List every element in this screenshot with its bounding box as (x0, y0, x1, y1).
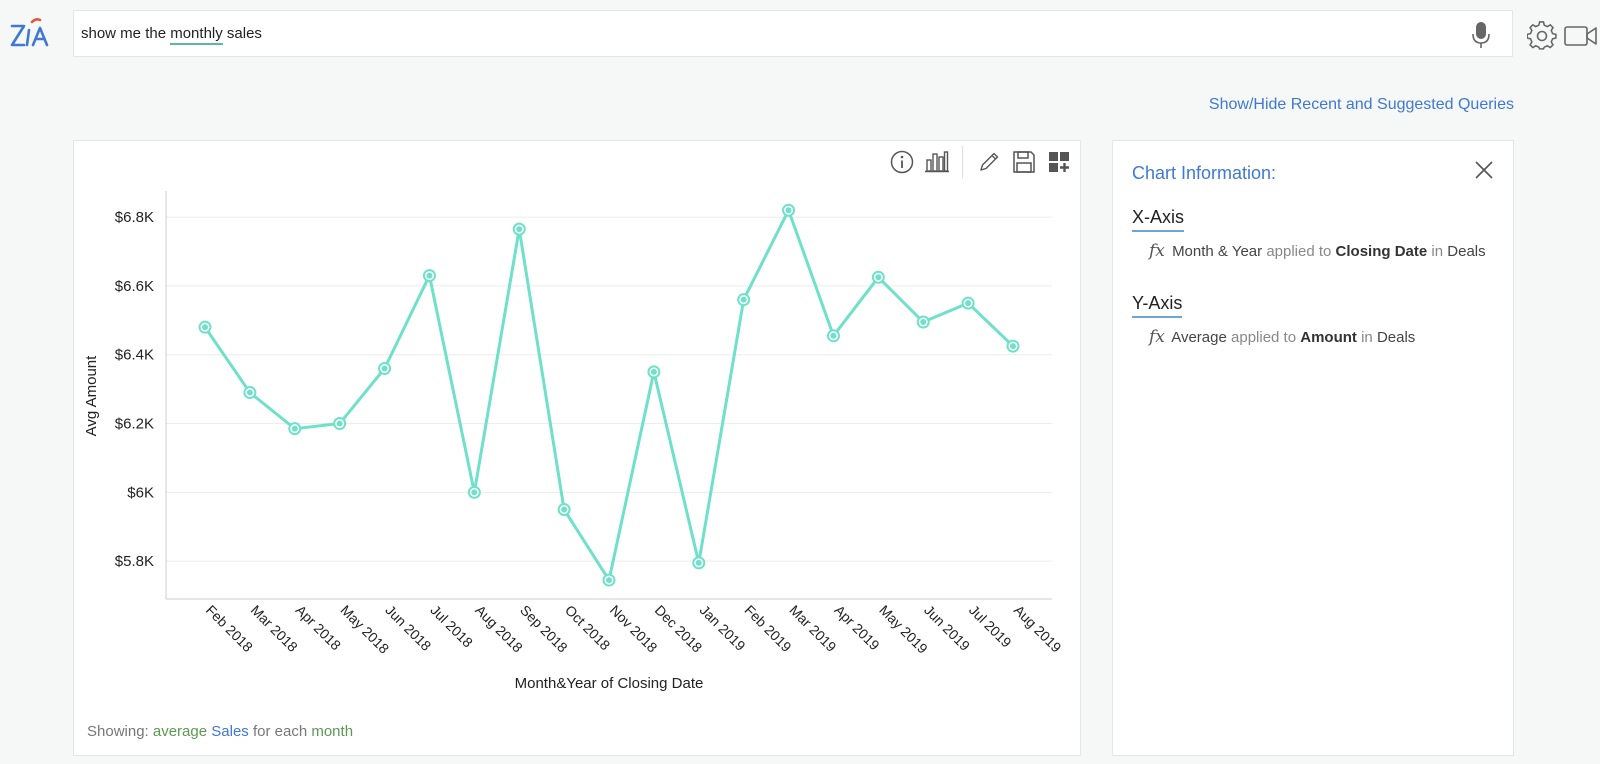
info-button[interactable] (889, 149, 915, 175)
x-axis-function: Month & Year (1172, 243, 1263, 260)
data-point-center (650, 368, 657, 375)
summary-aggregate: average (152, 723, 208, 740)
x-tick-label: Feb 2019 (742, 602, 795, 655)
query-text-end: sales (222, 25, 262, 42)
data-point-center (830, 332, 837, 339)
save-icon (1013, 151, 1035, 173)
x-axis-field: Closing Date (1335, 243, 1428, 260)
close-icon[interactable] (1473, 159, 1495, 181)
x-tick-label: Mar 2019 (786, 602, 839, 655)
edit-button[interactable] (976, 149, 1002, 175)
y-tick-label: $6K (127, 484, 154, 501)
summary-prefix: Showing: (87, 723, 153, 740)
microphone-icon[interactable] (1472, 21, 1490, 49)
video-camera-icon[interactable] (1564, 25, 1598, 47)
y-tick-label: $6.6K (115, 278, 154, 295)
search-query[interactable]: show me the monthly sales (81, 25, 262, 45)
x-tick-label: Feb 2018 (203, 602, 256, 655)
summary-measure: Sales (211, 723, 249, 740)
data-point-center (920, 319, 927, 326)
y-tick-label: $6.2K (115, 416, 154, 433)
info-icon (890, 150, 914, 174)
data-point-center (695, 559, 702, 566)
save-button[interactable] (1011, 149, 1037, 175)
x-tick-label: Aug 2019 (1011, 602, 1065, 656)
y-tick-label: $6.8K (115, 209, 154, 226)
x-axis-heading: X-Axis (1132, 207, 1185, 232)
y-axis-module: Deals (1376, 329, 1416, 346)
y-axis-heading: Y-Axis (1132, 293, 1183, 318)
chart-info-title: Chart Information: (1132, 163, 1277, 183)
x-tick-label: Oct 2018 (562, 602, 614, 654)
function-icon: fx (1149, 241, 1165, 261)
query-text-start: show me the (81, 25, 171, 42)
x-tick-label: Jul 2019 (966, 602, 1015, 651)
x-tick-label: Jan 2019 (697, 602, 749, 654)
x-tick-label: Dec 2018 (652, 602, 706, 656)
x-axis-description: fx Month & Year applied to Closing Date … (1149, 241, 1489, 262)
chart-type-button[interactable] (924, 149, 950, 175)
x-axis-module: Deals (1447, 243, 1486, 260)
data-point-center (426, 272, 433, 279)
x-tick-label: Jul 2018 (427, 602, 476, 651)
chart-toolbar (880, 146, 1072, 178)
data-point-center (785, 207, 792, 214)
data-point-center (1010, 343, 1016, 350)
y-axis-in: in (1361, 329, 1373, 346)
x-tick-label: Nov 2018 (607, 602, 661, 656)
x-tick-label: Apr 2018 (293, 602, 345, 654)
x-axis-in: in (1431, 243, 1444, 260)
x-tick-label: Aug 2018 (472, 602, 526, 656)
zia-logo (10, 18, 49, 47)
add-widget-button[interactable] (1046, 149, 1072, 175)
data-point-center (471, 489, 478, 496)
toggle-queries-link[interactable]: Show/Hide Recent and Suggested Queries (1208, 96, 1514, 113)
y-axis-description: fx Average applied to Amount in Deals (1149, 327, 1489, 348)
query-highlight: monthly (170, 25, 223, 45)
function-icon: fx (1149, 327, 1165, 347)
y-tick-label: $5.8K (115, 553, 154, 570)
summary-dimension: month (311, 723, 354, 740)
data-point-center (561, 506, 568, 513)
data-point-center (202, 324, 208, 331)
data-point-center (965, 300, 972, 307)
bar-chart-icon (925, 151, 949, 173)
data-point-center (246, 389, 253, 396)
data-point-center (875, 274, 882, 281)
x-tick-label: Mar 2018 (248, 602, 301, 655)
y-axis-applied: applied to (1231, 329, 1297, 346)
chart-summary: Showing: average Sales for each month (87, 723, 353, 740)
x-axis-applied: applied to (1266, 243, 1332, 260)
gear-icon[interactable] (1527, 21, 1557, 51)
chart-card: $5.8K $6K $6.2K $6.4K $6.6K $6.8K Feb 2018 Mar … (73, 140, 1081, 756)
search-input[interactable]: show me the monthly sales (73, 10, 1513, 57)
data-point-center (291, 425, 298, 432)
pencil-icon (980, 152, 999, 171)
y-tick-label: $6.4K (115, 347, 154, 364)
chart-info-panel: Chart Information: X-Axis fx Month & Yea… (1112, 140, 1514, 756)
data-point-center (606, 577, 612, 584)
x-tick-label: Sep 2018 (517, 602, 571, 656)
data-point-center (516, 226, 523, 233)
y-axis-title: Avg Amount (83, 355, 100, 436)
x-tick-label: Apr 2019 (831, 602, 883, 654)
x-axis-title: Month&Year of Closing Date (515, 675, 704, 692)
data-point-center (740, 296, 747, 303)
y-axis-function: Average (1171, 329, 1227, 346)
y-axis-field: Amount (1300, 329, 1357, 346)
series-line (203, 208, 1015, 582)
data-point-center (336, 420, 343, 427)
data-point-center (381, 365, 388, 372)
toolbar-divider (962, 146, 963, 178)
summary-connector: for each (252, 723, 308, 740)
add-widget-icon (1049, 152, 1069, 172)
